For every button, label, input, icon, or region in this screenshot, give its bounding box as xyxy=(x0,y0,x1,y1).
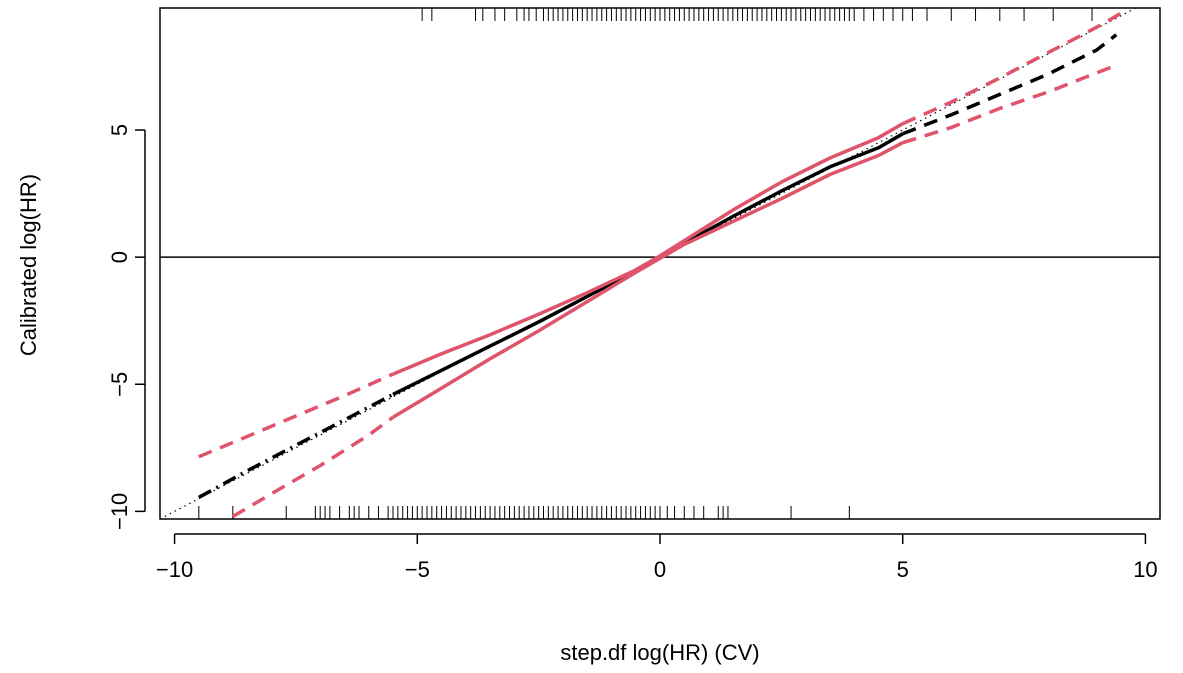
plot-area xyxy=(160,8,1160,519)
series-lower-bound-solid xyxy=(392,141,904,419)
y-tick-label: −5 xyxy=(107,372,132,397)
plot-frame xyxy=(159,7,1161,520)
series-upper-bound-dashed xyxy=(901,11,1123,126)
series-lower-bound-dashed xyxy=(231,415,395,519)
y-tick-label: 5 xyxy=(107,124,132,136)
x-axis-label: step.df log(HR) (CV) xyxy=(560,640,759,665)
x-tick-label: 0 xyxy=(654,557,666,582)
series-upper-bound-dashed xyxy=(198,372,394,459)
series-estimate-dash-dot xyxy=(197,392,394,499)
x-tick-label: −10 xyxy=(156,557,193,582)
series-lower-bound-dashed xyxy=(902,63,1117,145)
x-tick-label: −5 xyxy=(405,557,430,582)
y-axis-label: Calibrated log(HR) xyxy=(16,174,41,356)
x-tick-label: 10 xyxy=(1133,557,1157,582)
x-tick-label: 5 xyxy=(897,557,909,582)
axes: −10 −5 0 5 10 −10 −5 0 5 xyxy=(107,7,1161,582)
series-estimate-dashed xyxy=(902,33,1118,136)
y-tick-label: 0 xyxy=(107,251,132,263)
series-upper-bound-solid xyxy=(392,122,904,376)
y-tick-label: −10 xyxy=(107,493,132,530)
plot-inner xyxy=(160,8,1160,519)
